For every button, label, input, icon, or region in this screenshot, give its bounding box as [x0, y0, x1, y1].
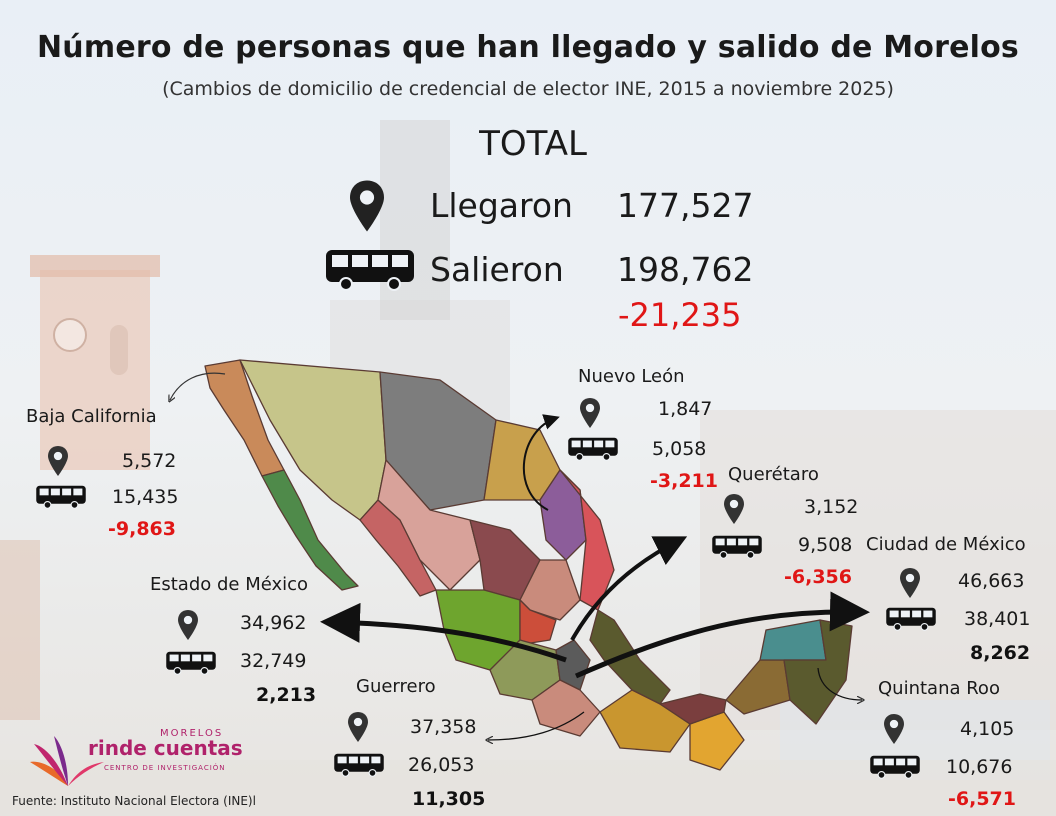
nuevo-leon-left: 5,058	[652, 438, 707, 460]
map-pin-icon	[900, 568, 920, 598]
edomex-balance: 2,213	[256, 684, 317, 706]
logo-main-text: rinde cuentas	[88, 736, 243, 760]
page-title: Número de personas que han llegado y sal…	[37, 30, 1019, 65]
queretaro-balance: -6,356	[784, 566, 852, 588]
queretaro-arrived: 3,152	[804, 496, 859, 518]
state-name-edomex: Estado de México	[150, 574, 309, 595]
guerrero-arrived: 37,358	[410, 716, 477, 738]
state-name-cdmx: Ciudad de México	[866, 534, 1026, 555]
logo-top-text: MORELOS	[160, 728, 224, 739]
arrow-to-cdmx	[574, 591, 870, 679]
arrow-to-queretaro	[570, 536, 688, 641]
total-label: TOTAL	[479, 124, 587, 164]
bus-icon	[568, 437, 618, 461]
bus-icon	[886, 607, 936, 631]
total-arrived-value: 177,527	[617, 186, 754, 225]
bus-icon	[334, 753, 384, 777]
quintana-roo-left: 10,676	[946, 756, 1013, 778]
bus-icon	[36, 485, 86, 509]
nuevo-leon-arrived: 1,847	[658, 398, 713, 420]
bus-icon	[326, 250, 414, 291]
source-note: Fuente: Instituto Nacional Electora (INE…	[12, 794, 256, 808]
quintana-roo-arrived: 4,105	[960, 718, 1015, 740]
state-name-baja-california: Baja California	[26, 406, 157, 427]
state-name-guerrero: Guerrero	[356, 676, 436, 697]
total-arrived-label: Llegaron	[430, 186, 573, 225]
logo-sub-text: CENTRO DE INVESTIGACIÓN	[104, 764, 226, 772]
state-name-queretaro: Querétaro	[728, 464, 819, 485]
edomex-left: 32,749	[240, 650, 307, 672]
map-pin-icon	[724, 494, 744, 524]
queretaro-left: 9,508	[798, 534, 853, 556]
guerrero-balance: 11,305	[412, 788, 486, 810]
map-pin-icon	[350, 180, 384, 232]
total-left-value: 198,762	[617, 250, 754, 289]
arrow-to-nuevo-leon	[522, 414, 560, 511]
bus-icon	[712, 535, 762, 559]
baja-california-arrived: 5,572	[122, 450, 177, 472]
map-pin-icon	[580, 398, 600, 428]
bus-icon	[166, 651, 216, 675]
state-tabasco	[659, 693, 727, 725]
logo-mark	[30, 736, 104, 786]
arrow-to-edomex	[320, 602, 567, 663]
arrow-to-quintana-roo	[817, 667, 862, 700]
cdmx-balance: 8,262	[970, 642, 1031, 664]
total-balance: -21,235	[618, 296, 742, 334]
cdmx-left: 38,401	[964, 608, 1031, 630]
map-pin-icon	[348, 712, 368, 742]
guerrero-left: 26,053	[408, 754, 475, 776]
map-pin-icon	[884, 714, 904, 744]
arrow-to-guerrero	[488, 711, 585, 740]
nuevo-leon-balance: -3,211	[650, 470, 718, 492]
state-tamaulipas	[559, 469, 615, 611]
quintana-roo-balance: -6,571	[948, 788, 1016, 810]
cdmx-arrived: 46,663	[958, 570, 1025, 592]
map-pin-icon	[48, 446, 68, 476]
state-name-nuevo-leon: Nuevo León	[578, 366, 685, 387]
baja-california-balance: -9,863	[108, 518, 176, 540]
state-edomex-cdmx	[555, 639, 591, 691]
arrow-to-baja-california	[170, 372, 226, 400]
total-left-label: Salieron	[430, 250, 564, 289]
edomex-arrived: 34,962	[240, 612, 307, 634]
state-name-quintana-roo: Quintana Roo	[878, 678, 1000, 699]
map-pin-icon	[178, 610, 198, 640]
state-baja-california-sur	[261, 469, 359, 591]
baja-california-left: 15,435	[112, 486, 179, 508]
bus-icon	[870, 755, 920, 779]
page-subtitle: (Cambios de domicilio de credencial de e…	[162, 78, 894, 100]
